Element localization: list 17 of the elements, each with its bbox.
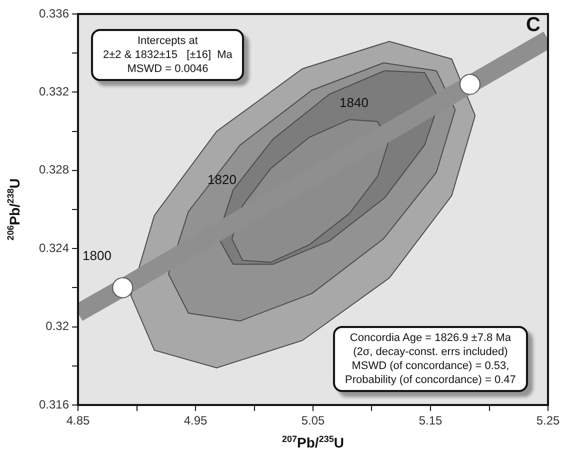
x-tick-label: 4.85 [66,414,90,428]
y-tick-label: 0.316 [38,397,70,412]
y-tick-label: 0.332 [38,84,70,99]
x-axis-title: $^{207}$Pb/$^{235}$U [282,434,344,451]
x-tick-label: 4.95 [184,414,208,428]
annotation: 1800 [82,248,112,263]
y-tick-label: 0.328 [38,162,70,177]
annotation: Concordia Age = 1826.9 ±7.8 Ma (2σ, decay-const. errs included) MSWD (of concordance) = 0.53, Probability (of concordance) = 0.47 [333,326,528,392]
x-tick-label: 5.25 [536,414,560,428]
x-tick-label: 5.05 [301,414,325,428]
y-tick-label: 0.32 [46,319,70,334]
y-tick-label: 0.324 [38,240,70,255]
y-tick-label: 0.336 [38,6,70,20]
annotation: C [526,14,540,36]
annotation: Intercepts at 2±2 & 1832±15 [±16] Ma MSWD = 0.0046 [91,29,244,81]
annotation: 1840 [340,95,368,110]
x-tick-label: 5.15 [418,414,442,428]
